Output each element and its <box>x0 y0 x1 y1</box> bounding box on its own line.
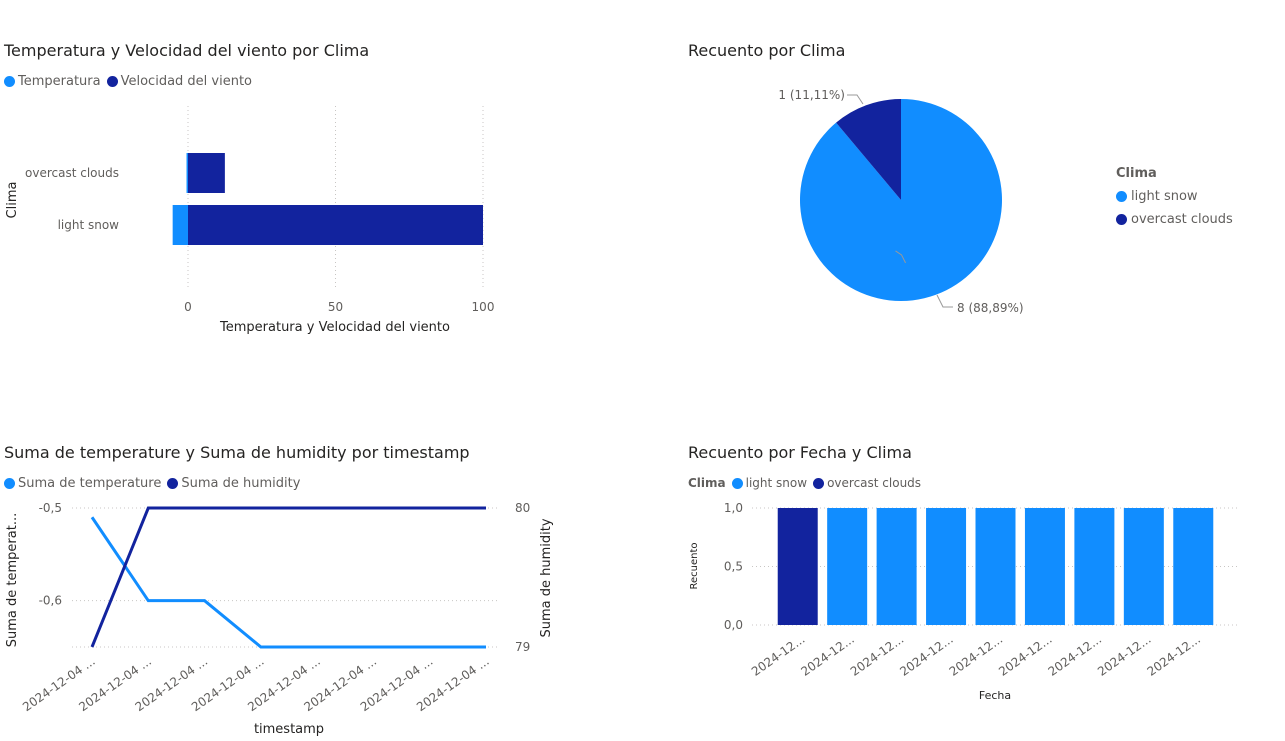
x-tick-label: 2024-12... <box>897 632 955 679</box>
y-tick-label: 0,5 <box>724 560 743 574</box>
pie-data-label: 8 (88,89%) <box>957 301 1024 315</box>
bar-overcast-clouds <box>777 508 818 625</box>
chart-temp-wind-legend[interactable]: Temperatura Velocidad del viento <box>4 74 258 89</box>
chart-count-pie-title: Recuento por Clima <box>688 41 846 60</box>
pie-data-label: 1 (11,11%) <box>778 88 845 102</box>
bar-light-snow <box>1074 508 1115 625</box>
x-tick-label: 2024-12... <box>996 632 1054 679</box>
bar-light-snow <box>1123 508 1164 625</box>
chart-temp-wind-svg: 0 50 100 overcast clouds light snow Temperatu… <box>5 106 495 335</box>
legend-title: Clima <box>688 476 726 490</box>
x-tick-label: 100 <box>472 300 495 314</box>
y-left-tick-label: -0,6 <box>39 594 62 608</box>
y-tick-label: 1,0 <box>724 501 743 515</box>
legend-item-overcast-clouds[interactable]: overcast clouds <box>813 476 921 490</box>
bar-velocidad <box>188 205 483 245</box>
legend-item-sum-humidity[interactable]: Suma de humidity <box>167 476 300 491</box>
y-category-label: overcast clouds <box>25 166 119 180</box>
x-axis-title: Temperatura y Velocidad del viento <box>219 320 450 335</box>
legend-item-light-snow[interactable]: light snow <box>731 476 807 490</box>
leader-line <box>895 250 906 264</box>
x-tick-label: 2024-12... <box>947 632 1005 679</box>
y-left-axis-title: Suma de temperat... <box>5 513 20 647</box>
x-tick-label: 0 <box>184 300 192 314</box>
x-tick-label: 2024-12... <box>749 632 807 679</box>
legend-item-overcast-clouds[interactable]: overcast clouds <box>1116 212 1233 227</box>
bar-light-snow <box>975 508 1016 625</box>
bar-velocidad <box>188 153 225 193</box>
x-tick-label: 2024-12... <box>848 632 906 679</box>
legend-item-light-snow[interactable]: light snow <box>1116 189 1233 204</box>
x-axis-title: Fecha <box>979 689 1011 702</box>
x-axis-title: timestamp <box>254 722 324 737</box>
bar-light-snow <box>827 508 868 625</box>
legend-item-temperatura[interactable]: Temperatura <box>4 74 101 89</box>
chart-count-date-svg: 0,00,51,02024-12...2024-12...2024-12...2… <box>689 501 1238 702</box>
bar-light-snow <box>876 508 917 625</box>
x-tick-label: 2024-12... <box>798 632 856 679</box>
y-axis-title: Recuento <box>689 542 700 589</box>
pie-slice-overcast-clouds <box>836 99 901 200</box>
bar-light-snow <box>926 508 967 625</box>
y-right-axis-title: Suma de humidity <box>539 518 554 637</box>
x-tick-label: 2024-12... <box>1095 632 1153 679</box>
bar-temperatura <box>172 205 188 245</box>
chart-count-pie-svg: 8 (88,89%) 1 (11,11%) <box>778 88 1024 315</box>
bar-light-snow <box>1024 508 1065 625</box>
chart-temp-humidity-panel: Suma de temperature y Suma de humidity p… <box>0 400 640 741</box>
x-tick-label: 2024-12... <box>1046 632 1104 679</box>
x-tick-label: 2024-12... <box>1145 632 1203 679</box>
line-sum-humidity <box>90 506 486 648</box>
legend-item-sum-temperature[interactable]: Suma de temperature <box>4 476 161 491</box>
y-tick-label: 0,0 <box>724 618 743 632</box>
chart-temp-humidity-title: Suma de temperature y Suma de humidity p… <box>4 443 470 462</box>
legend-title: Clima <box>1116 166 1157 181</box>
legend-item-velocidad[interactable]: Velocidad del viento <box>106 74 252 89</box>
bar-temperatura <box>186 153 188 193</box>
chart-count-date-title: Recuento por Fecha y Clima <box>688 443 912 462</box>
chart-count-pie-legend[interactable]: Clima light snow overcast clouds <box>1116 166 1233 235</box>
leader-line <box>936 294 953 308</box>
chart-count-date-panel: Recuento por Fecha y Clima Clima light s… <box>640 400 1285 741</box>
y-right-tick-label: 80 <box>515 501 530 515</box>
y-left-tick-label: -0,5 <box>39 501 62 515</box>
chart-temp-humidity-legend[interactable]: Suma de temperature Suma de humidity <box>4 476 306 491</box>
bar-light-snow <box>1173 508 1214 625</box>
chart-count-date-legend[interactable]: Clima light snow overcast clouds <box>688 476 927 490</box>
y-right-tick-label: 79 <box>515 640 530 654</box>
x-tick-label: 50 <box>328 300 343 314</box>
chart-count-pie-panel: Recuento por Clima 8 (88,89%) 1 (11,11%) … <box>640 0 1285 370</box>
y-category-label: light snow <box>58 218 120 232</box>
y-axis-title: Clima <box>5 182 20 219</box>
chart-temp-wind-panel: Temperatura y Velocidad del viento por C… <box>0 0 640 370</box>
chart-temp-wind-title: Temperatura y Velocidad del viento por C… <box>4 41 370 60</box>
line-sum-temperature <box>90 516 486 649</box>
leader-line <box>847 94 864 105</box>
